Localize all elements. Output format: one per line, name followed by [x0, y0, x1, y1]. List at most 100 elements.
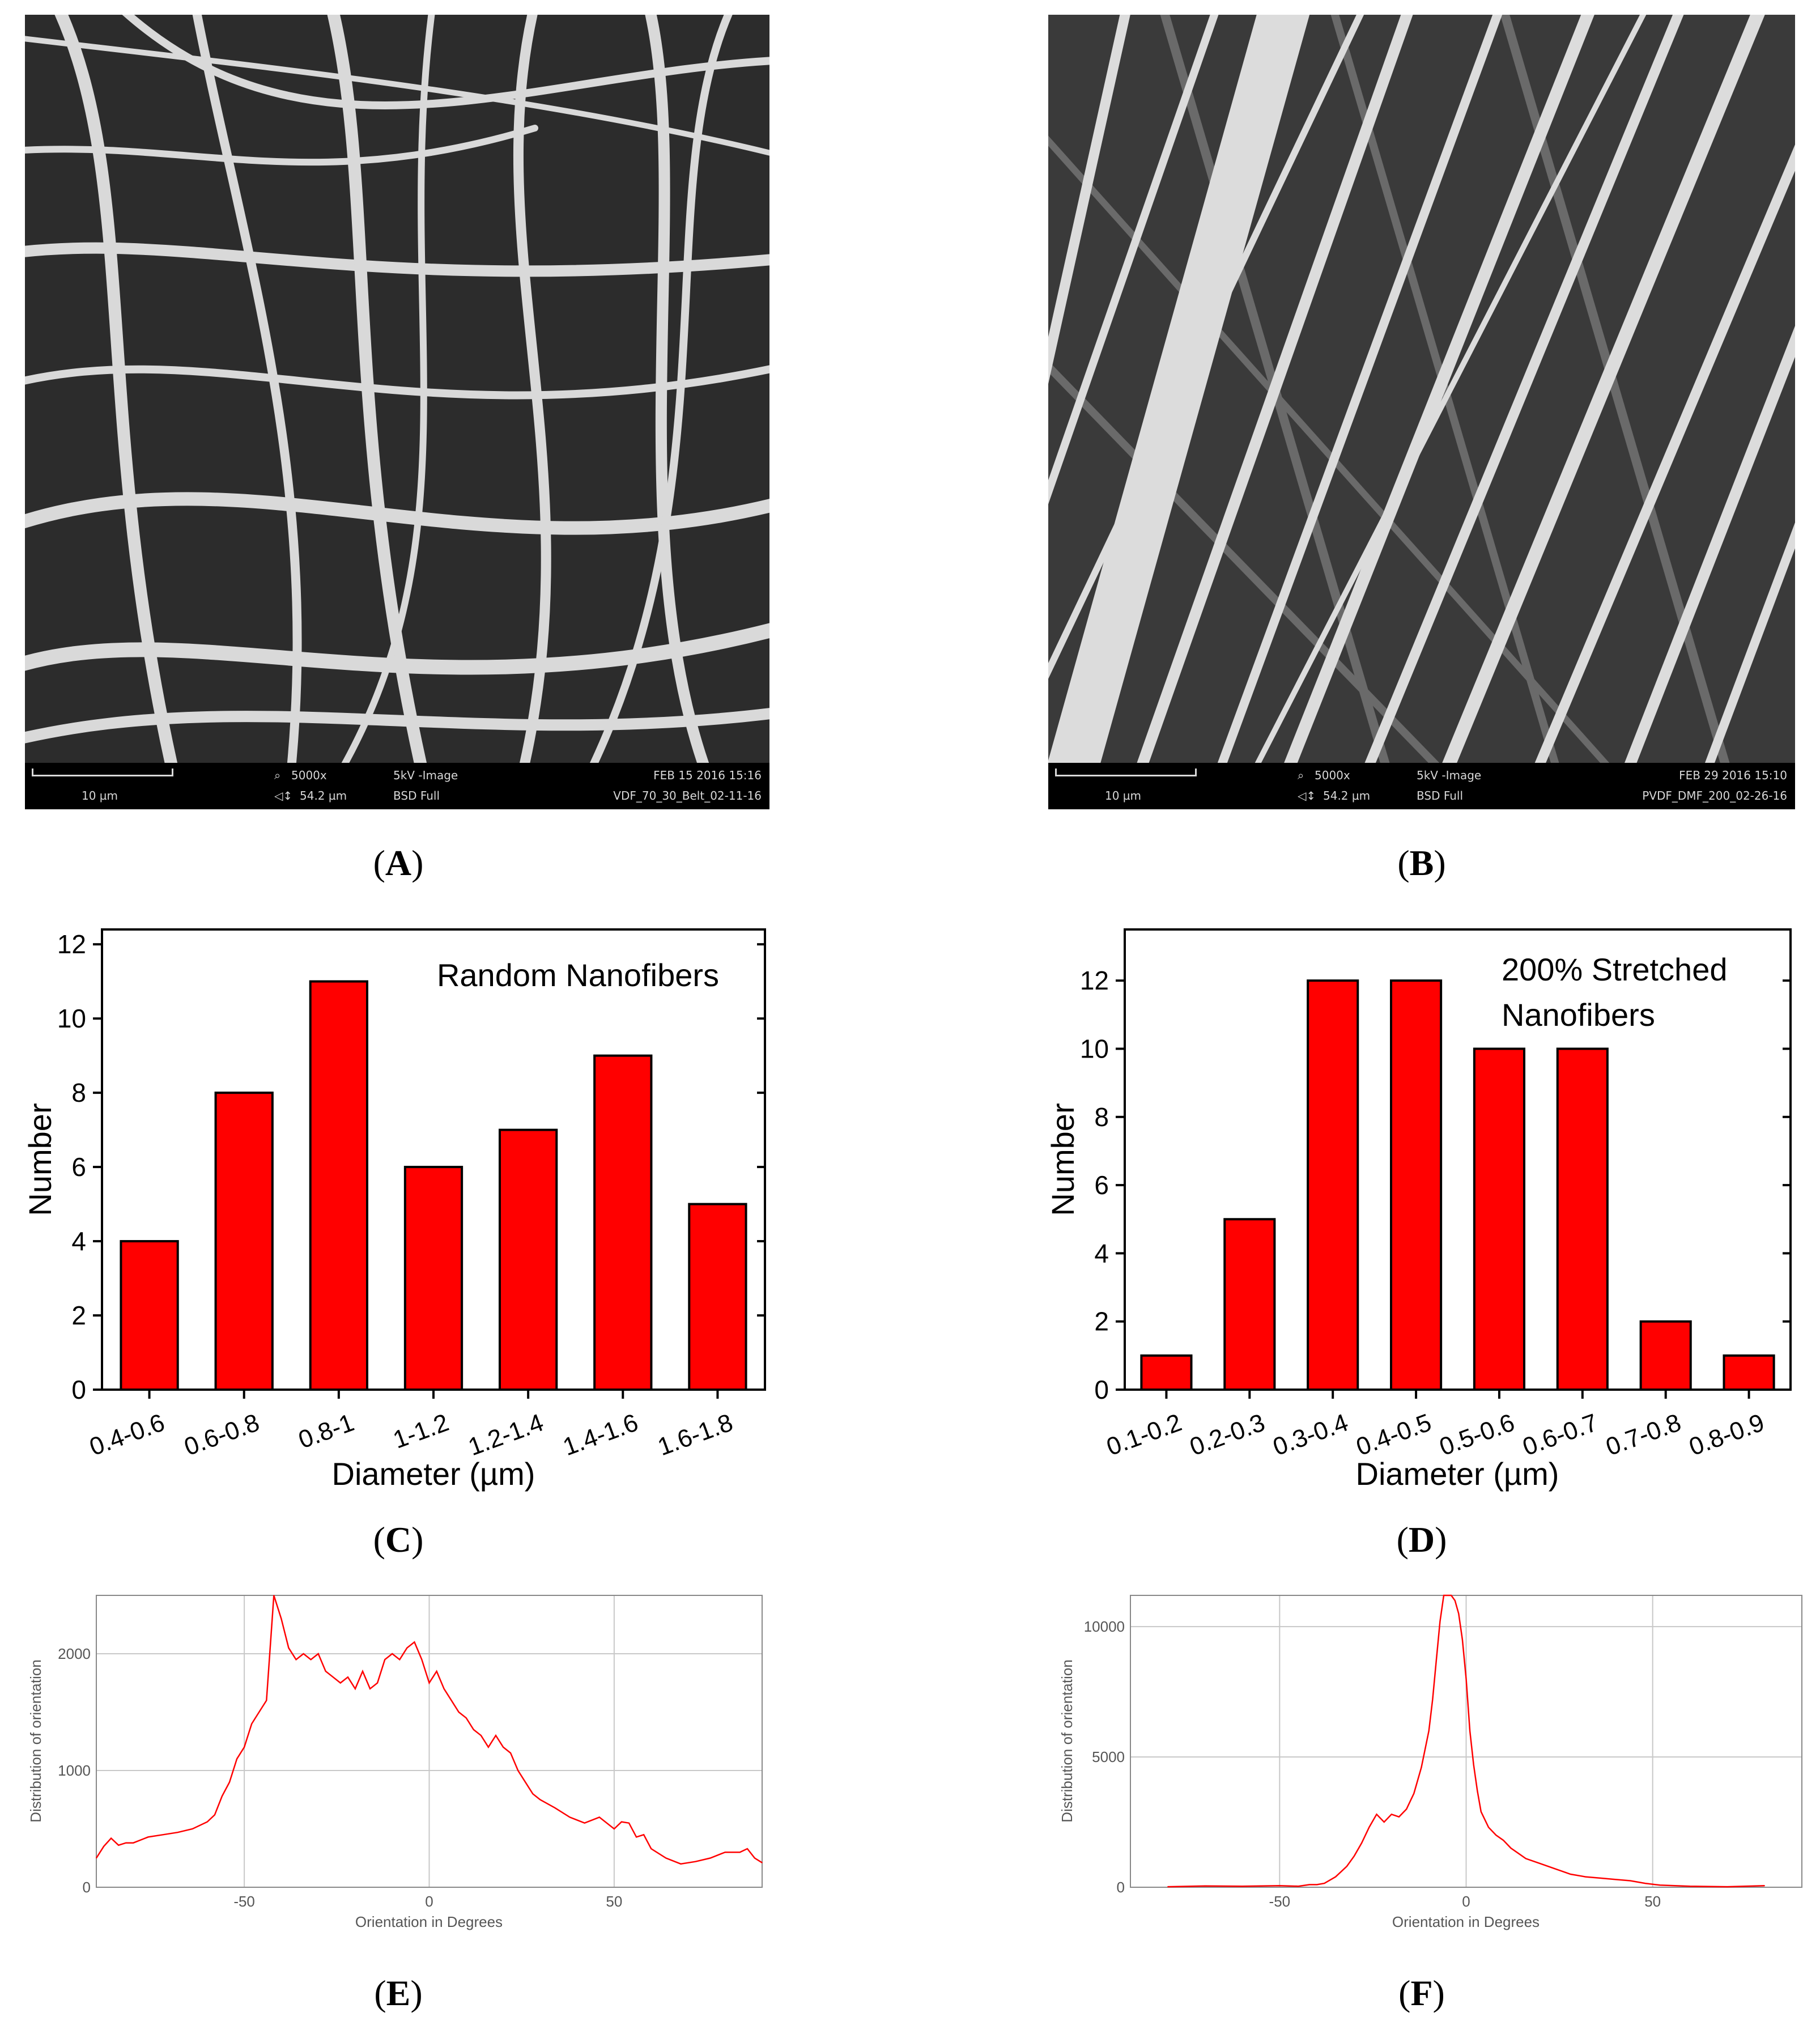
- data-point: [1346, 1866, 1347, 1867]
- data-point: [347, 1676, 348, 1678]
- data-point: [709, 1857, 711, 1859]
- x-axis-label: Orientation in Degrees: [1392, 1913, 1540, 1930]
- data-point: [236, 1758, 237, 1760]
- data-point: [1447, 1595, 1448, 1596]
- scale-bar: [32, 769, 173, 776]
- data-point: [1477, 1790, 1478, 1791]
- data-point: [1309, 1884, 1310, 1886]
- x-tick-label: 0.8-0.9: [1686, 1408, 1768, 1461]
- data-point: [214, 1814, 215, 1816]
- data-point: [480, 1735, 482, 1736]
- y-tick-label: 10: [1080, 1034, 1109, 1064]
- data-point: [1432, 1699, 1434, 1700]
- fov-icon: ◁↕: [1298, 789, 1316, 803]
- x-axis-label: Orientation in Degrees: [355, 1913, 503, 1930]
- chart-title-line2: Nanofibers: [1502, 997, 1655, 1033]
- x-tick-label: 0.6-0.8: [181, 1408, 263, 1461]
- data-point: [1517, 1853, 1519, 1854]
- data-point: [258, 1712, 260, 1713]
- bar-1.6-1.8: [688, 1203, 747, 1391]
- bar-0.5-0.6: [1473, 1047, 1525, 1391]
- bar-0.4-0.5: [1390, 979, 1443, 1391]
- data-point: [133, 1842, 134, 1844]
- data-point: [458, 1712, 460, 1713]
- data-point: [1555, 1869, 1557, 1870]
- data-point: [384, 1659, 385, 1661]
- data-point: [1361, 1842, 1362, 1844]
- data-point: [1600, 1878, 1601, 1879]
- x-tick-label: 1.4-1.6: [559, 1408, 641, 1461]
- data-point: [754, 1857, 755, 1859]
- data-point: [96, 1857, 97, 1859]
- data-point: [473, 1729, 474, 1730]
- data-point: [229, 1781, 230, 1783]
- data-point: [554, 1807, 556, 1808]
- data-point: [192, 1828, 193, 1829]
- bar-0.2-0.3: [1223, 1218, 1276, 1391]
- plot-frame: [1130, 1595, 1802, 1888]
- x-tick-label: 50: [1644, 1893, 1661, 1910]
- y-tick-label: 4: [71, 1226, 86, 1256]
- data-point: [1436, 1660, 1437, 1661]
- data-point: [488, 1747, 489, 1748]
- zoom-icon: ⌕: [274, 769, 281, 782]
- data-point: [147, 1836, 149, 1838]
- x-tick-label: 1-1.2: [389, 1408, 452, 1454]
- x-tick-label: 0.5-0.6: [1436, 1408, 1518, 1461]
- sample-name: VDF_70_30_Belt_02-11-16: [613, 789, 762, 803]
- data-point: [377, 1682, 378, 1684]
- bar-1-1.2: [403, 1166, 463, 1391]
- fiber-texture-random: [25, 15, 769, 763]
- data-point: [598, 1816, 600, 1818]
- data-point: [177, 1832, 178, 1833]
- data-point: [288, 1647, 290, 1649]
- data-point: [1689, 1886, 1691, 1887]
- data-point: [362, 1671, 363, 1672]
- sem-info-bar: 10 µm ⌕ 5000x ◁↕ 54.2 µm 5kV -Image BSD …: [1048, 763, 1795, 809]
- y-tick-label: 5000: [1092, 1748, 1125, 1765]
- data-point: [1421, 1767, 1422, 1768]
- data-point: [1462, 1639, 1463, 1640]
- data-point: [1167, 1886, 1168, 1887]
- y-tick-label: 4: [1094, 1238, 1109, 1268]
- data-point: [1279, 1885, 1281, 1887]
- data-point: [295, 1659, 297, 1661]
- bar-0.8-0.9: [1723, 1354, 1775, 1391]
- panel-label-f: (F): [1398, 1973, 1445, 2013]
- data-point: [503, 1747, 504, 1748]
- data-point: [110, 1837, 112, 1839]
- data-point: [273, 1595, 275, 1596]
- y-tick-label: 12: [57, 929, 86, 959]
- data-point: [251, 1723, 252, 1725]
- data-point: [1406, 1808, 1407, 1810]
- data-point: [1525, 1858, 1526, 1859]
- data-point: [628, 1822, 630, 1824]
- data-point: [244, 1747, 245, 1748]
- data-point: [310, 1659, 312, 1661]
- scale-bar: [1055, 769, 1197, 776]
- data-point: [1376, 1814, 1377, 1815]
- histogram-random: 0 2 4 6 8 10 12 0.4-0.6 0.6-0.8 0.8-1 1-1.2 1.2-1.…: [22, 928, 766, 1492]
- data-point: [1465, 1678, 1467, 1679]
- y-tick-label: 2: [71, 1301, 86, 1330]
- bar-0.3-0.4: [1307, 979, 1359, 1391]
- data-point: [762, 1862, 763, 1863]
- data-point: [118, 1845, 119, 1846]
- plot-frame: [96, 1595, 763, 1888]
- y-axis-label: Number: [1045, 1103, 1081, 1216]
- y-tick-label: 10: [57, 1004, 86, 1033]
- data-point: [369, 1688, 371, 1689]
- beam-voltage: 5kV -Image: [1417, 769, 1482, 782]
- data-point: [1469, 1730, 1470, 1731]
- data-point: [695, 1861, 696, 1862]
- x-tick-label: 50: [606, 1893, 622, 1910]
- x-axis-label: Diameter (µm): [332, 1456, 535, 1492]
- data-point: [1458, 1613, 1460, 1614]
- detector: BSD Full: [1417, 789, 1464, 803]
- data-point: [436, 1671, 437, 1672]
- data-point: [1443, 1595, 1444, 1596]
- data-point: [724, 1852, 726, 1853]
- sem-image-a: 10 µm ⌕ 5000x ◁↕ 54.2 µm 5kV -Image BSD …: [25, 15, 769, 809]
- x-tick-label: 0.4-0.6: [86, 1408, 168, 1461]
- y-tick-label: 6: [71, 1152, 86, 1182]
